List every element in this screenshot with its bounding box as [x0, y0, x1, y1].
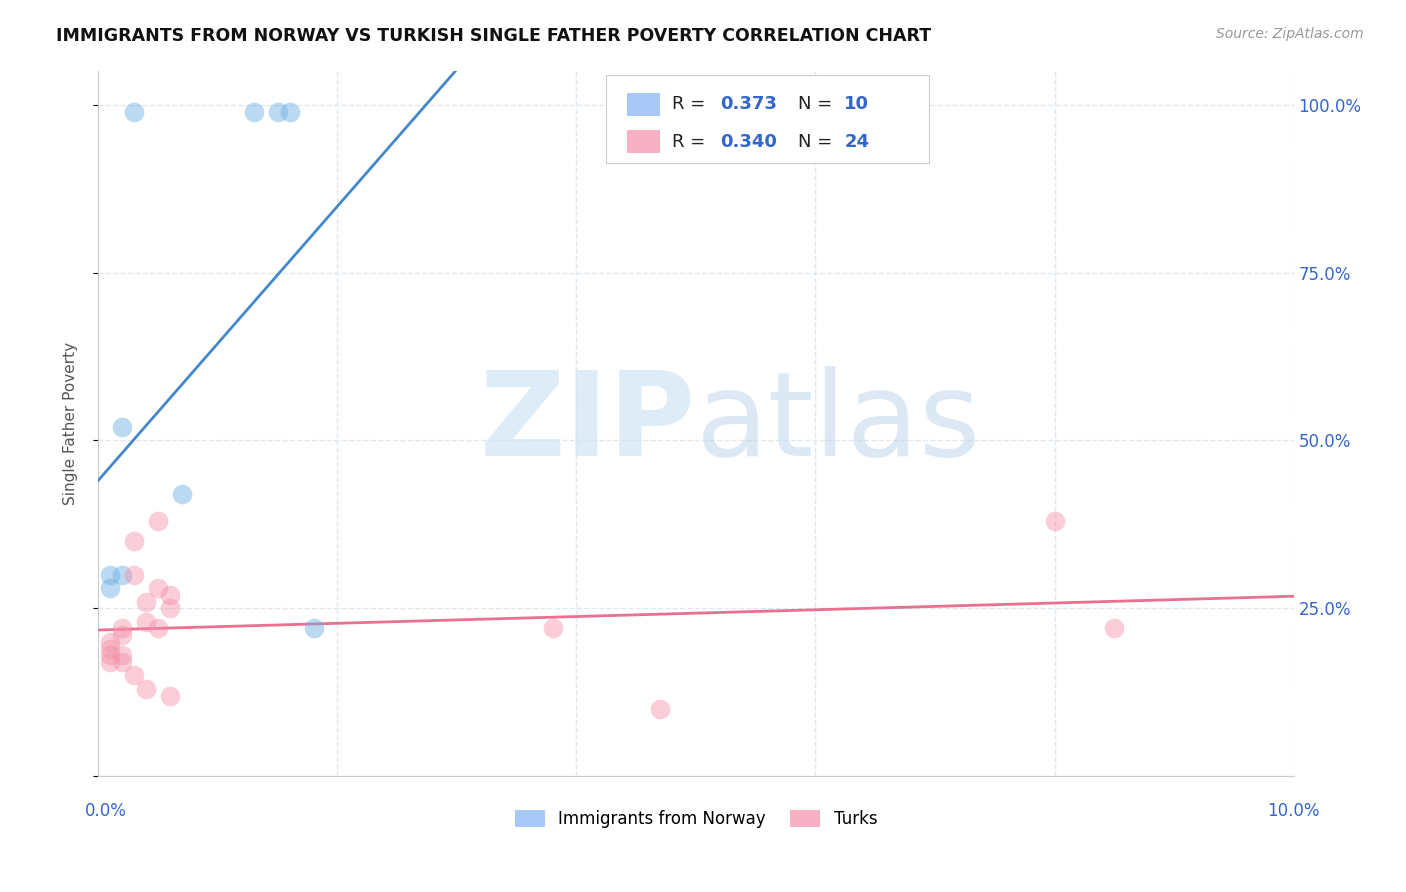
Point [111, 648, 134, 663]
Text: atlas: atlas [696, 367, 981, 481]
Text: N =: N = [797, 133, 838, 151]
Point [159, 588, 181, 602]
Point [650, 702, 672, 716]
Text: ZIP: ZIP [479, 367, 696, 481]
Point [172, 487, 194, 501]
Point [98, 641, 122, 656]
Point [98, 581, 122, 595]
Point [541, 621, 564, 635]
Point [124, 567, 146, 582]
Point [243, 104, 266, 119]
Text: 10.0%: 10.0% [1267, 802, 1320, 820]
Point [302, 621, 325, 635]
Point [267, 104, 290, 119]
FancyBboxPatch shape [606, 75, 929, 163]
Point [1104, 621, 1126, 635]
Text: R =: R = [672, 133, 711, 151]
Point [111, 567, 134, 582]
Point [124, 104, 146, 119]
Text: 10: 10 [844, 95, 869, 113]
Point [159, 601, 181, 615]
Point [111, 420, 134, 434]
Point [98, 567, 122, 582]
Text: R =: R = [672, 95, 711, 113]
Point [124, 534, 146, 549]
Point [278, 104, 301, 119]
Text: 0.0%: 0.0% [84, 802, 127, 820]
Point [111, 655, 134, 669]
Point [98, 635, 122, 649]
Text: 0.340: 0.340 [720, 133, 776, 151]
Point [135, 594, 157, 608]
Point [111, 621, 134, 635]
FancyBboxPatch shape [627, 130, 661, 153]
Point [159, 689, 181, 703]
Point [148, 581, 170, 595]
Point [98, 648, 122, 663]
Text: Source: ZipAtlas.com: Source: ZipAtlas.com [1216, 27, 1364, 41]
Text: N =: N = [797, 95, 838, 113]
Point [148, 621, 170, 635]
Point [1043, 514, 1066, 528]
Text: 24: 24 [844, 133, 869, 151]
Point [135, 615, 157, 629]
Legend: Immigrants from Norway, Turks: Immigrants from Norway, Turks [508, 803, 884, 835]
Point [98, 655, 122, 669]
Y-axis label: Single Father Poverty: Single Father Poverty [63, 343, 77, 505]
Point [124, 668, 146, 682]
Point [135, 681, 157, 696]
Text: IMMIGRANTS FROM NORWAY VS TURKISH SINGLE FATHER POVERTY CORRELATION CHART: IMMIGRANTS FROM NORWAY VS TURKISH SINGLE… [56, 27, 931, 45]
Point [148, 514, 170, 528]
Point [111, 628, 134, 642]
Text: 0.373: 0.373 [720, 95, 776, 113]
FancyBboxPatch shape [627, 93, 661, 116]
